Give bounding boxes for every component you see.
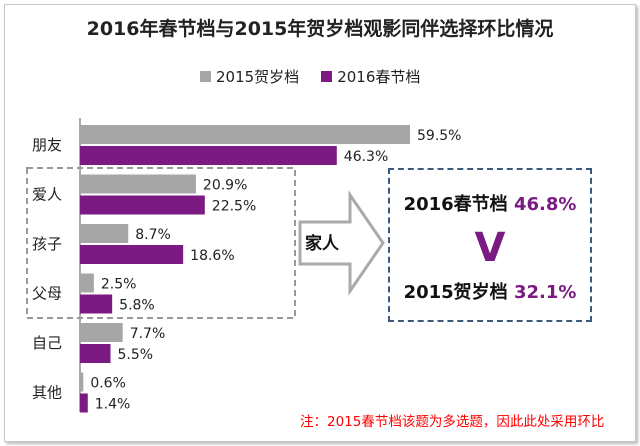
bar-2016 bbox=[80, 393, 88, 413]
legend-label-2016: 2016春节档 bbox=[337, 68, 421, 86]
legend-swatch-2016 bbox=[321, 71, 333, 82]
bar-value-label: 1.4% bbox=[95, 397, 131, 413]
summary-row-2015: 2015贺岁档 32.1% bbox=[390, 278, 590, 304]
summary-row-2016: 2016春节档 46.8% bbox=[390, 190, 590, 216]
summary-value-2015: 32.1% bbox=[513, 282, 577, 303]
legend-item-2015: 2015贺岁档 bbox=[200, 66, 299, 87]
vs-symbol: V bbox=[474, 225, 506, 271]
right-arrow-icon bbox=[298, 190, 385, 296]
summary-label-2015: 2015贺岁档 bbox=[403, 282, 508, 303]
bar-value-label: 7.7% bbox=[130, 326, 166, 342]
bar-2016 bbox=[80, 146, 337, 165]
bar-value-label: 59.5% bbox=[417, 128, 461, 144]
legend-label-2015: 2015贺岁档 bbox=[216, 68, 300, 86]
bar-2016 bbox=[80, 245, 184, 264]
bar-2015 bbox=[80, 273, 94, 293]
summary-value-2016: 46.8% bbox=[513, 194, 577, 215]
category-label: 自己 bbox=[32, 334, 62, 352]
legend-item-2016: 2016春节档 bbox=[321, 66, 420, 87]
bar-2016 bbox=[80, 294, 113, 314]
legend-swatch-2015 bbox=[200, 71, 211, 82]
category-label: 其他 bbox=[32, 384, 62, 402]
bar-2015 bbox=[80, 224, 129, 243]
family-group-box bbox=[26, 167, 296, 319]
summary-label-2016: 2016春节档 bbox=[403, 194, 508, 215]
bar-value-label: 8.7% bbox=[135, 227, 171, 243]
category-label: 父母 bbox=[32, 285, 62, 303]
category-label: 朋友 bbox=[32, 136, 62, 154]
bar-2016 bbox=[80, 344, 111, 363]
bar-value-label: 5.5% bbox=[118, 347, 154, 363]
category-label: 爱人 bbox=[32, 186, 62, 204]
bar-2015 bbox=[80, 125, 410, 144]
bar-2015 bbox=[80, 323, 123, 342]
arrow-label: 家人 bbox=[305, 233, 340, 254]
category-label: 孩子 bbox=[32, 235, 62, 253]
bar-value-label: 22.5% bbox=[212, 199, 256, 215]
bar-value-label: 2.5% bbox=[101, 277, 137, 293]
bar-value-label: 18.6% bbox=[190, 248, 234, 264]
bar-2016 bbox=[80, 195, 205, 215]
family-summary-box: 2016春节档 46.8% V 2015贺岁档 32.1% bbox=[388, 168, 592, 322]
chart-title: 2016年春节档与2015年贺岁档观影同伴选择环比情况 bbox=[86, 18, 554, 40]
bar-2015 bbox=[80, 174, 196, 194]
bar-value-label: 20.9% bbox=[203, 178, 247, 194]
footnote: 注：2015春节档该题为多选题，因此此处采用环比 bbox=[300, 414, 605, 430]
chart-legend: 2015贺岁档 2016春节档 bbox=[200, 66, 420, 87]
bar-2015 bbox=[80, 372, 84, 392]
bar-value-label: 46.3% bbox=[344, 149, 388, 165]
bar-value-label: 5.8% bbox=[119, 298, 155, 314]
bar-value-label: 0.6% bbox=[90, 376, 126, 392]
